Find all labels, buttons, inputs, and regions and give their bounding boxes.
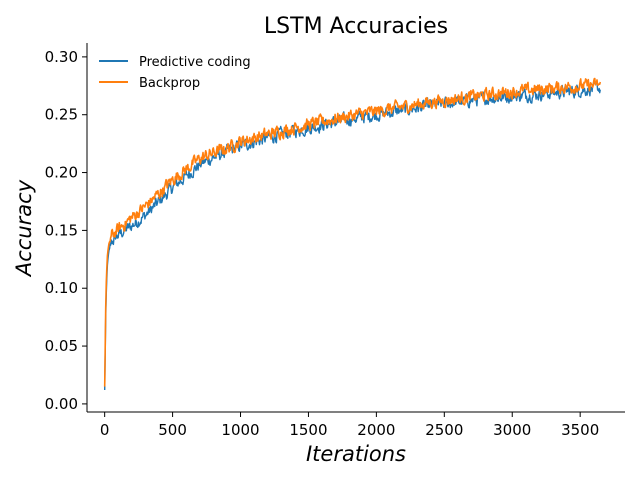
x-tick-label: 1000 <box>221 421 259 439</box>
x-axis-label: Iterations <box>306 442 406 466</box>
plot-area <box>86 43 625 413</box>
y-tick-label: 0.30 <box>45 48 78 66</box>
x-tick-label: 3000 <box>493 421 531 439</box>
y-tick-label: 0.00 <box>45 395 78 413</box>
legend-label-predictive-coding: Predictive coding <box>139 55 251 70</box>
series-line-backprop <box>103 77 602 387</box>
y-tick-label: 0.15 <box>45 221 78 239</box>
y-tick-label: 0.25 <box>45 106 78 124</box>
x-tick-label: 500 <box>158 421 187 439</box>
x-tick-label: 1500 <box>289 421 327 439</box>
chart-title: LSTM Accuracies <box>264 14 448 39</box>
x-tick-label: 2500 <box>425 421 463 439</box>
x-tick-label: 0 <box>100 421 110 439</box>
y-axis-label: Accuracy <box>12 179 36 278</box>
y-ticks: 0.00 0.05 0.10 0.15 0.20 0.25 0.30 <box>45 48 87 413</box>
y-tick-label: 0.05 <box>45 337 78 355</box>
x-ticks: 0 500 1000 1500 2000 2500 3000 3500 <box>100 412 599 439</box>
legend-label-backprop: Backprop <box>139 76 200 91</box>
y-tick-label: 0.10 <box>45 279 78 297</box>
series-layer <box>103 77 602 391</box>
y-tick-label: 0.20 <box>45 164 78 182</box>
x-tick-label: 3500 <box>561 421 599 439</box>
series-line-predictive-coding <box>104 79 601 391</box>
x-tick-label: 2000 <box>357 421 395 439</box>
legend: Predictive coding Backprop <box>99 55 251 91</box>
